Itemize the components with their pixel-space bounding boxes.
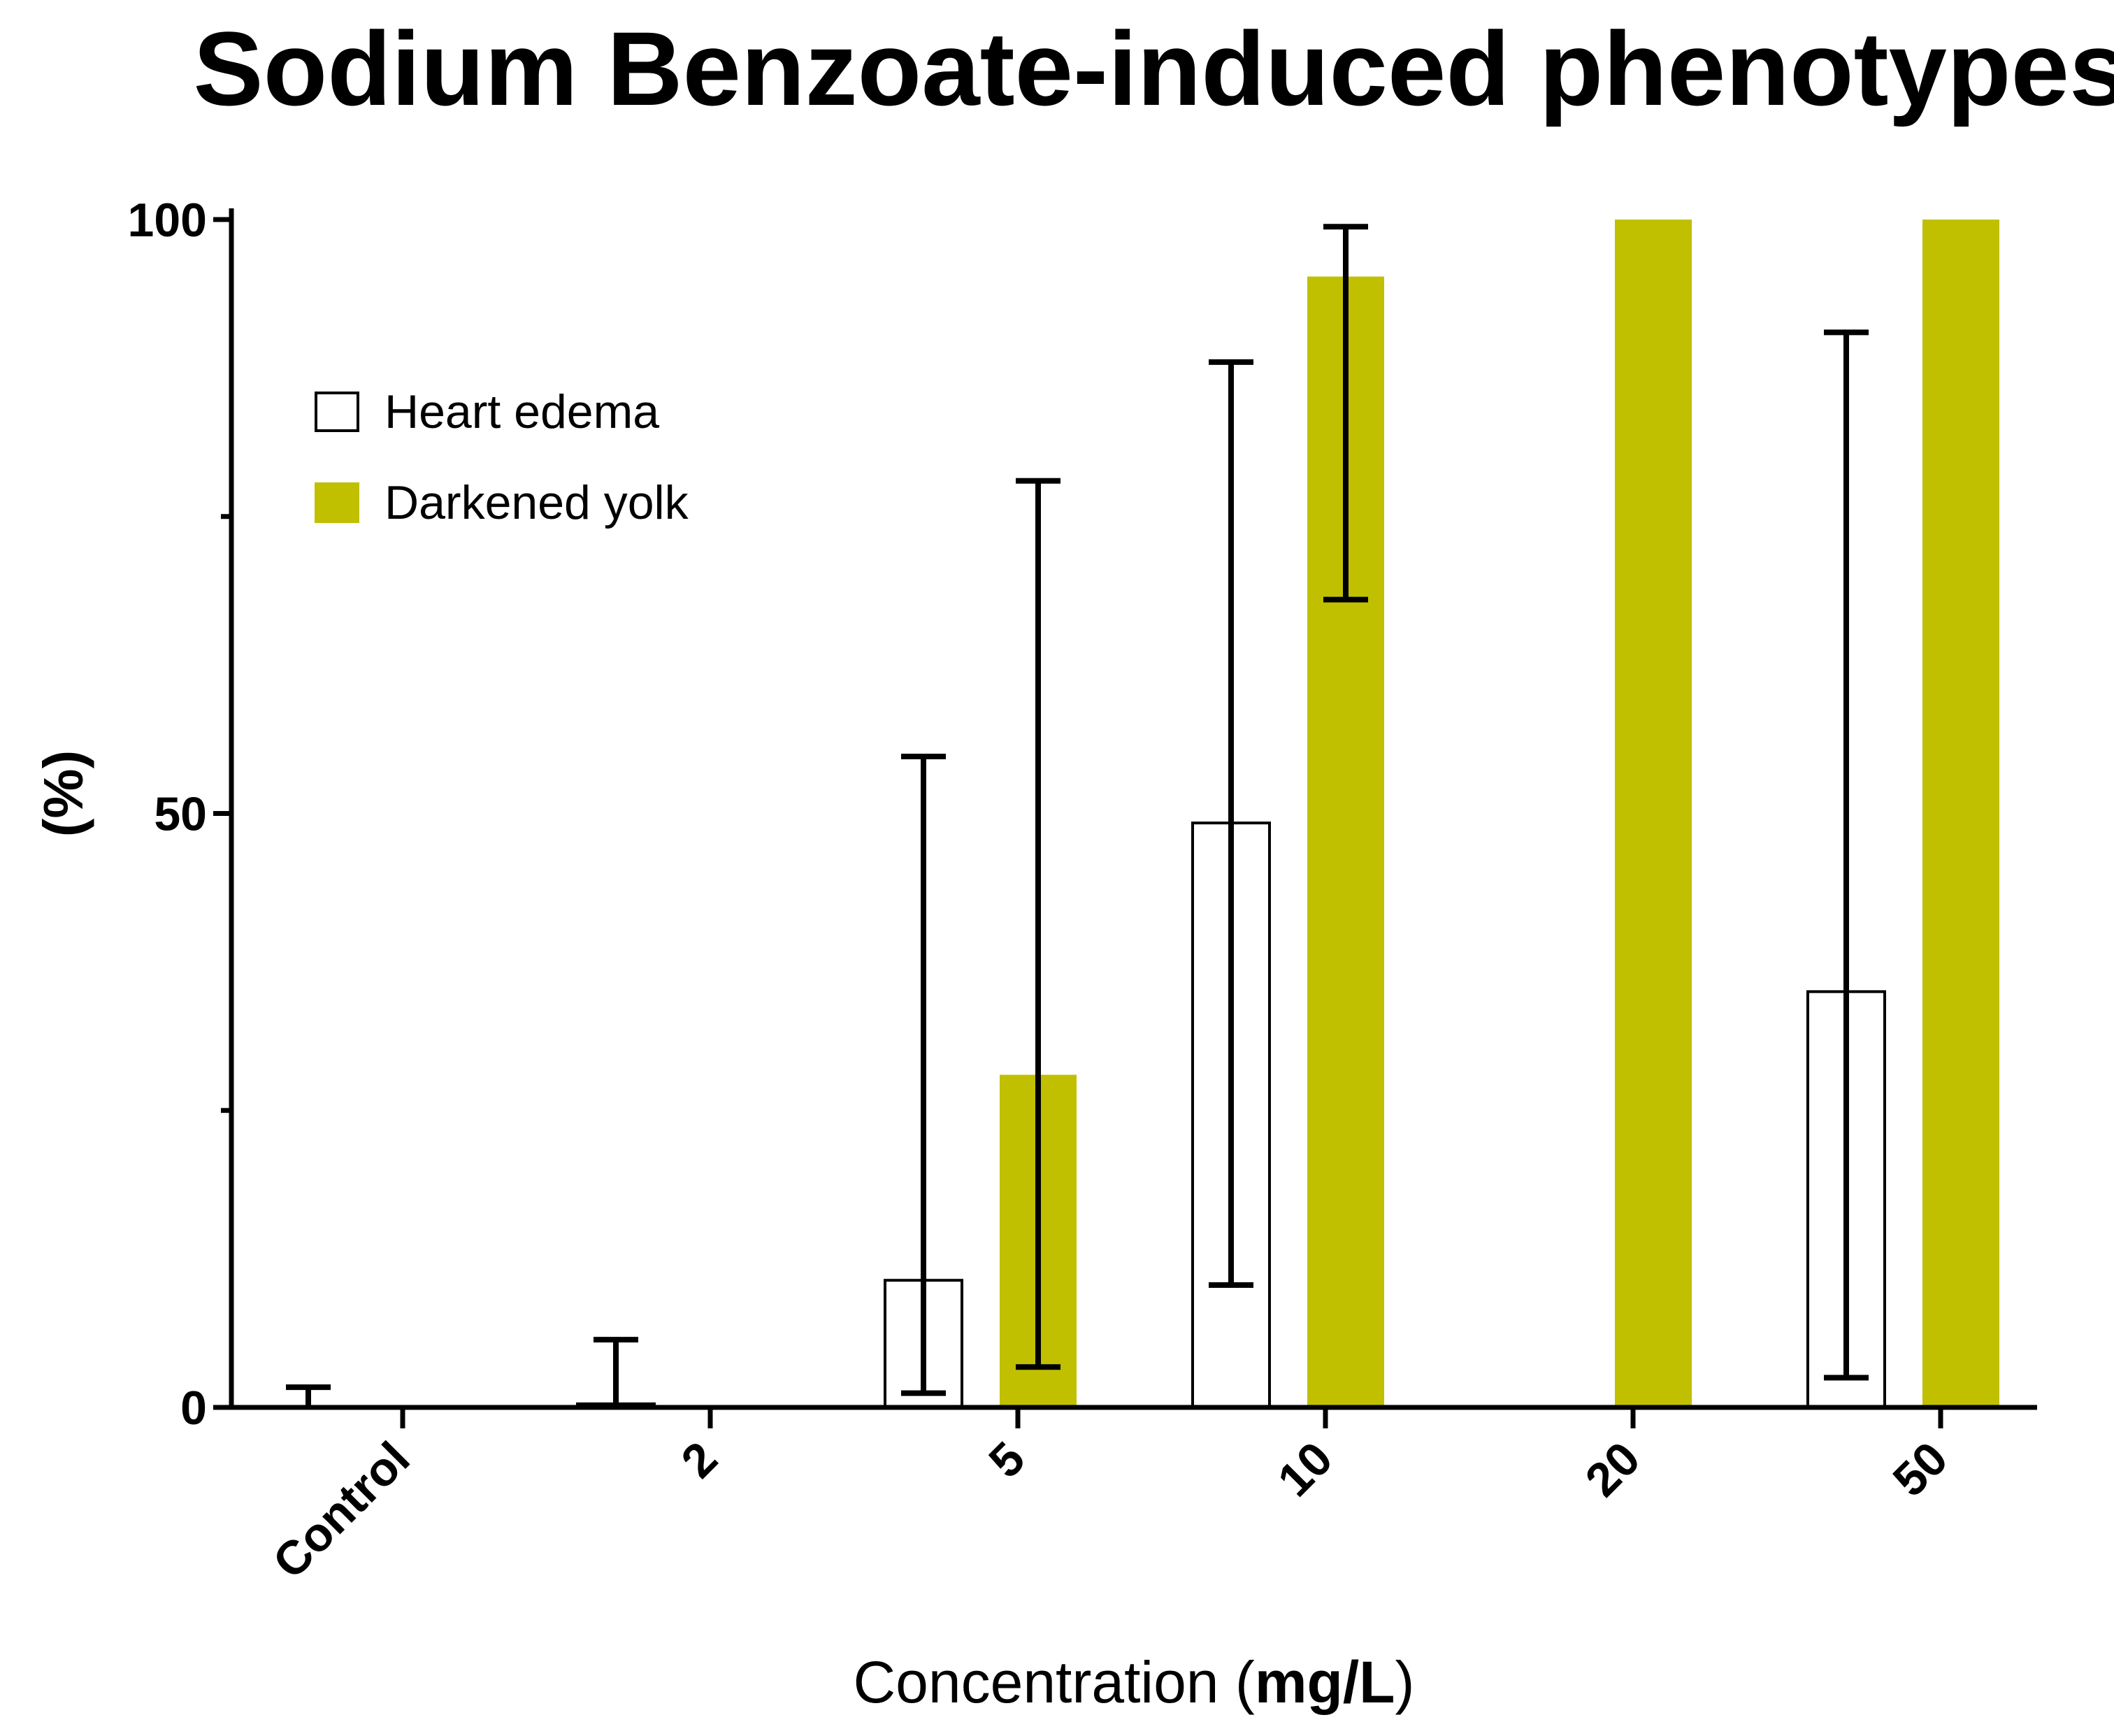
- x-axis-label-part-3: ): [1395, 1649, 1414, 1715]
- y-axis-label: (%): [32, 750, 94, 837]
- x-tick-label-5: 50: [1883, 1432, 1957, 1507]
- y-tick-label-2: 100: [128, 194, 207, 247]
- x-axis-label: Concentration (mg/L): [854, 1649, 1415, 1715]
- x-tick-label-1: 2: [671, 1432, 727, 1488]
- y-tick-label-1: 50: [154, 788, 207, 841]
- y-ticks-group: 0 50 100: [128, 194, 231, 1435]
- error-bars-group: [286, 224, 1869, 1407]
- x-ticks-group: Control 2 5 10 20 50: [263, 1407, 1958, 1589]
- x-axis-label-part-1: Concentration (: [854, 1649, 1255, 1715]
- legend-swatch-heart-edema: [315, 392, 359, 432]
- x-tick-label-3: 10: [1267, 1432, 1342, 1507]
- legend-swatch-darkened-yolk: [315, 482, 359, 523]
- legend: Heart edema Darkened yolk: [315, 385, 689, 529]
- x-tick-label-4: 20: [1575, 1432, 1650, 1507]
- legend-label-darkened-yolk: Darkened yolk: [384, 476, 689, 529]
- x-tick-label-0: Control: [263, 1432, 420, 1589]
- bar-darkened-yolk-4: [1615, 220, 1692, 1407]
- chart-title: Sodium Benzoate-induced phenotypes: [194, 10, 2114, 127]
- legend-label-heart-edema: Heart edema: [384, 385, 659, 438]
- bars-group: [576, 220, 1999, 1409]
- bar-darkened-yolk-5: [1922, 220, 1999, 1407]
- x-tick-label-2: 5: [979, 1432, 1035, 1488]
- y-tick-label-0: 0: [180, 1382, 207, 1435]
- x-axis-label-unit: mg/L: [1255, 1649, 1395, 1715]
